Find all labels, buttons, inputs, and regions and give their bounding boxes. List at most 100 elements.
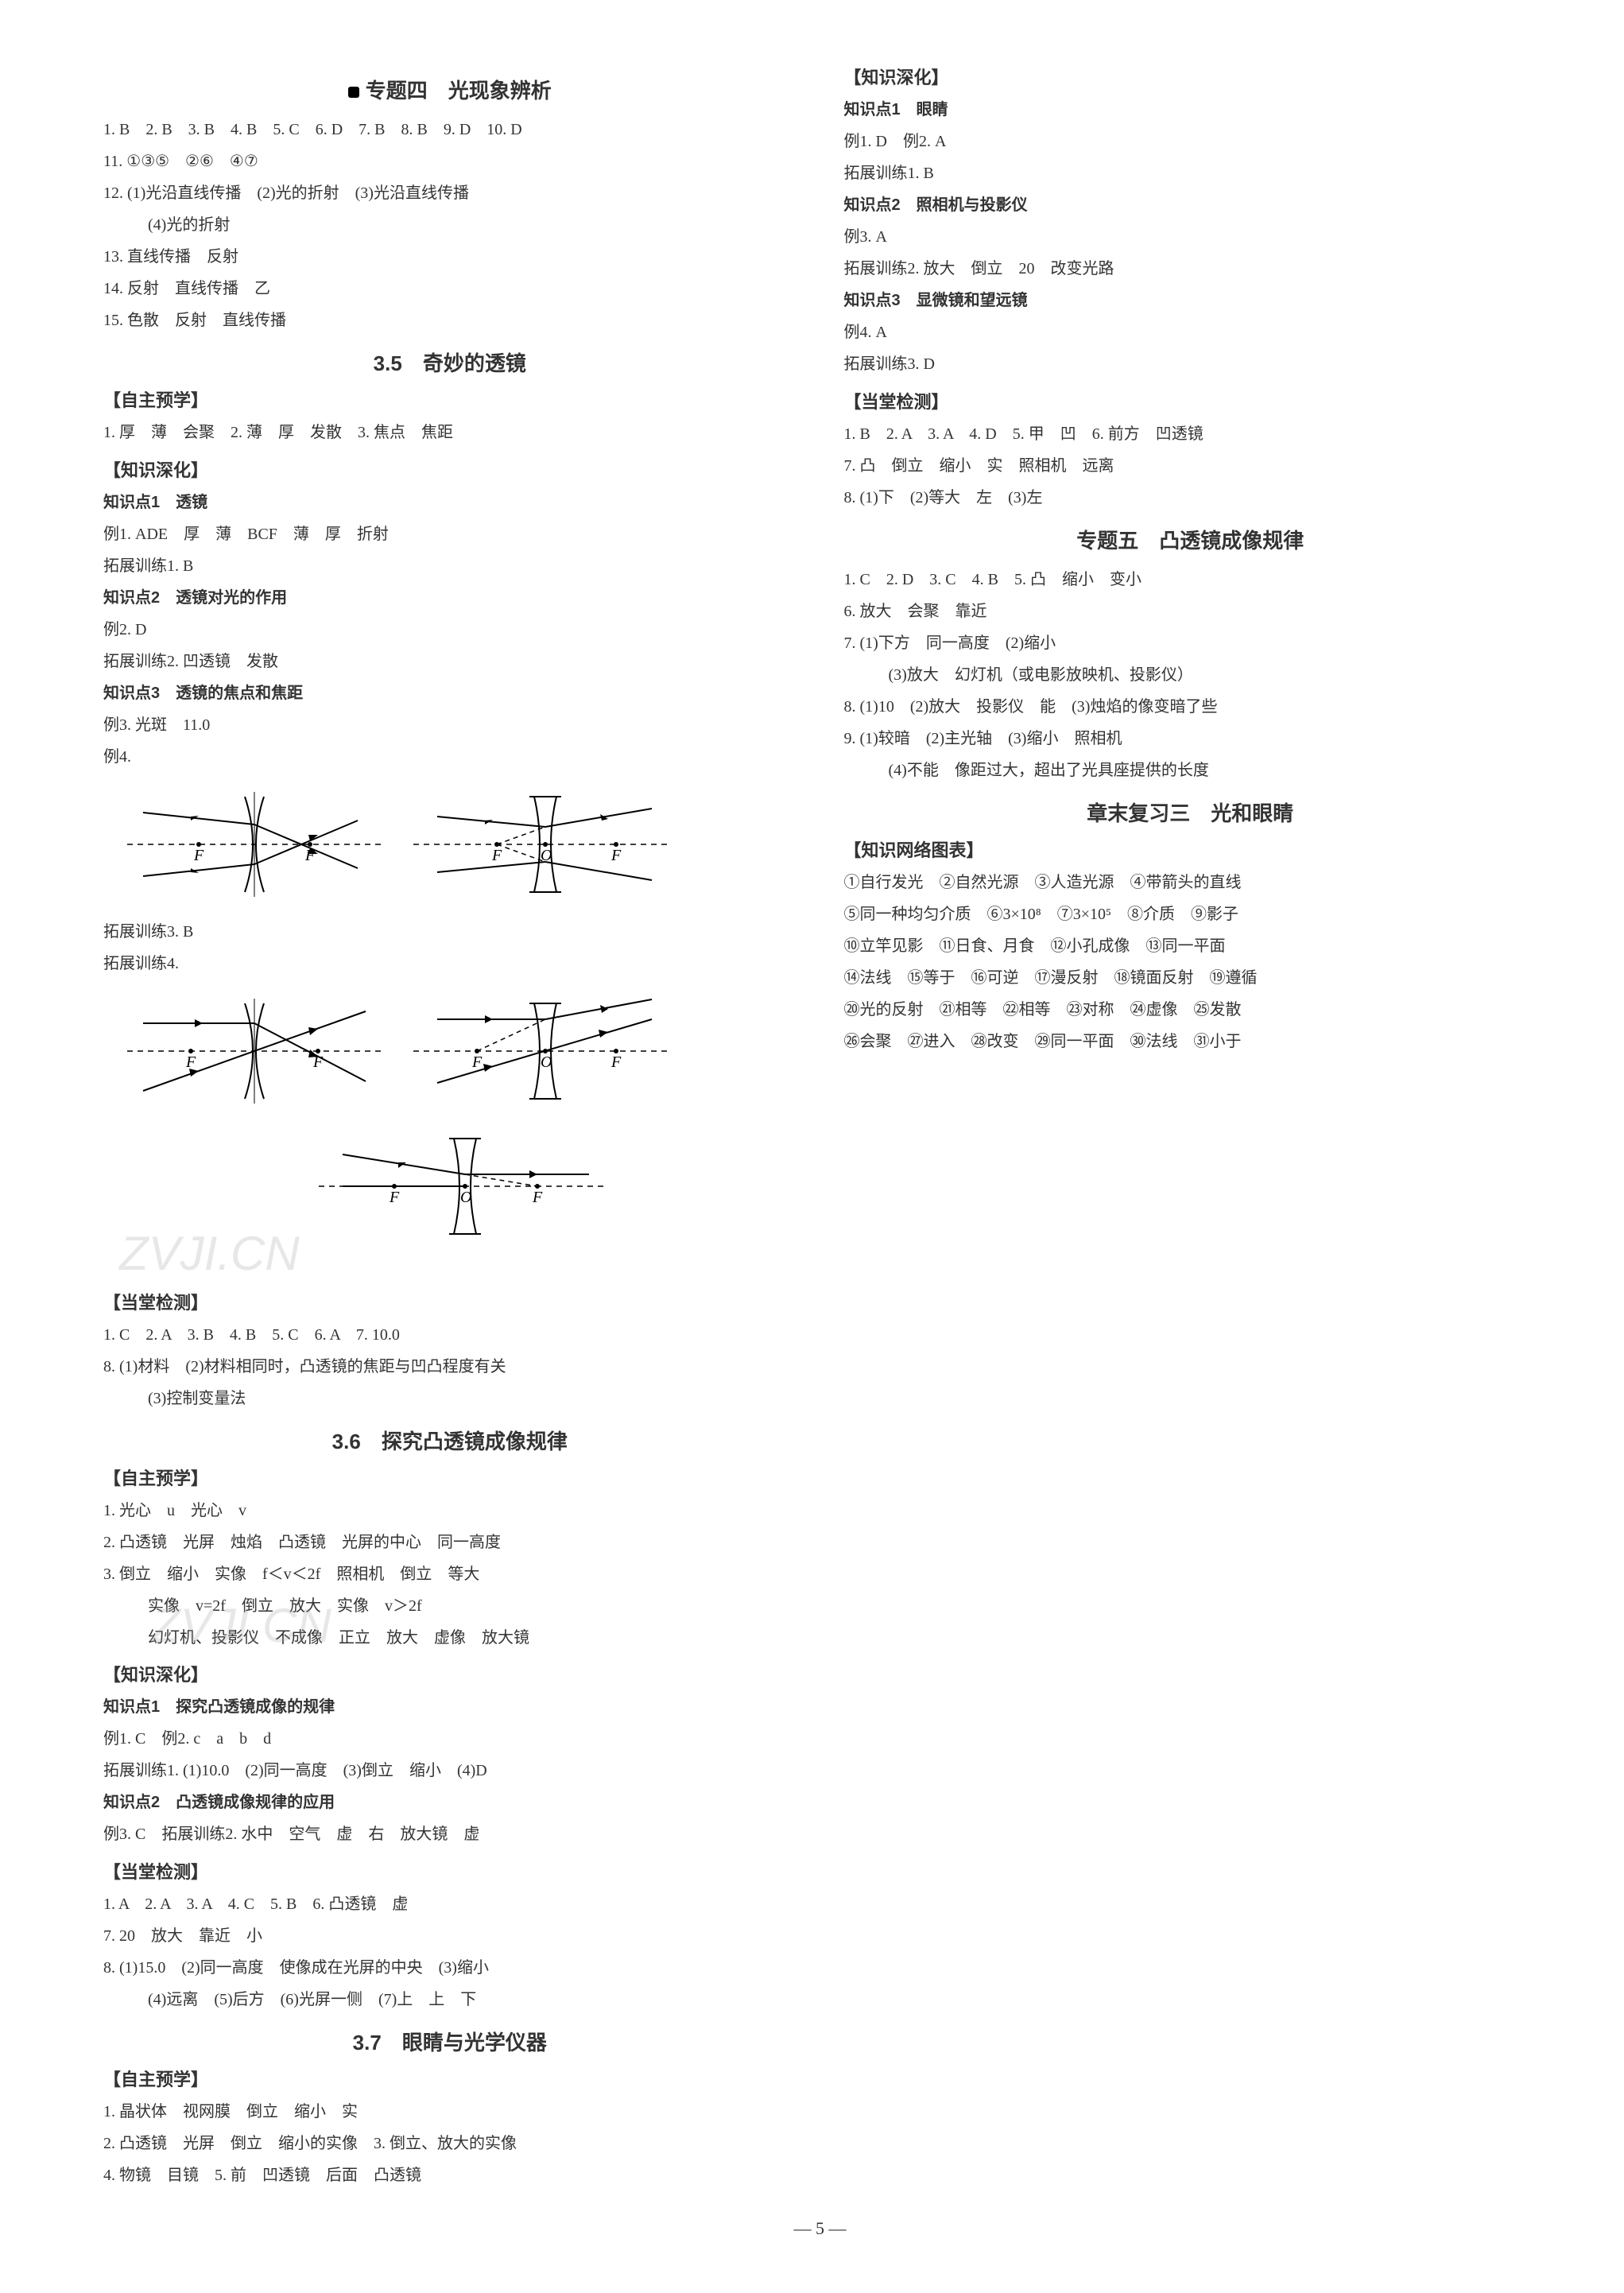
- convex-lens-diagram: F F: [127, 781, 382, 908]
- diagram-row-3: F O F: [127, 1123, 796, 1250]
- answer-line: ①自行发光 ②自然光源 ③人造光源 ④带箭头的直线: [844, 867, 1537, 898]
- answer-line: 12. (1)光沿直线传播 (2)光的折射 (3)光沿直线传播: [103, 177, 796, 209]
- answer-line: 1. B 2. A 3. A 4. D 5. 甲 凹 6. 前方 凹透镜: [844, 418, 1537, 450]
- svg-text:F: F: [532, 1189, 543, 1206]
- answer-line: 例1. ADE 厚 薄 BCF 薄 厚 折射: [103, 518, 796, 550]
- svg-text:F: F: [312, 1053, 324, 1071]
- answer-line: ⑩立竿见影 ⑪日食、月食 ⑫小孔成像 ⑬同一平面: [844, 930, 1537, 962]
- answer-line: (3)控制变量法: [103, 1383, 796, 1414]
- answer-line: 例1. C 例2. c a b d: [103, 1723, 796, 1755]
- answer-line: 例4.: [103, 741, 796, 773]
- section-3-5-title: 3.5 奇妙的透镜: [103, 347, 796, 377]
- knowledge-point: 知识点1 眼睛: [844, 94, 1537, 126]
- svg-text:F: F: [389, 1189, 400, 1206]
- answer-line: 实像 v=2f 倒立 放大 实像 v＞2f: [103, 1590, 796, 1622]
- subheading: 【自主预学】: [103, 386, 796, 412]
- svg-text:O: O: [541, 1053, 552, 1071]
- svg-text:F: F: [185, 1053, 196, 1071]
- page-number: — 5 —: [103, 2218, 1537, 2239]
- knowledge-point: 知识点2 照相机与投影仪: [844, 189, 1537, 221]
- chapter3-review-title: 章末复习三 光和眼睛: [844, 797, 1537, 827]
- convex-lens-diagram-2: F F: [127, 987, 382, 1115]
- answer-line: 8. (1)10 (2)放大 投影仪 能 (3)烛焰的像变暗了些: [844, 691, 1537, 723]
- answer-line: 1. C 2. D 3. C 4. B 5. 凸 缩小 变小: [844, 564, 1537, 596]
- answer-line: (4)远离 (5)后方 (6)光屏一侧 (7)上 上 下: [103, 1984, 796, 2016]
- answer-line: (4)不能 像距过大，超出了光具座提供的长度: [844, 755, 1537, 786]
- answer-line: 1. C 2. A 3. B 4. B 5. C 6. A 7. 10.0: [103, 1319, 796, 1351]
- answer-line: 拓展训练4.: [103, 948, 796, 980]
- answer-line: 幻灯机、投影仪 不成像 正立 放大 虚像 放大镜: [103, 1622, 796, 1654]
- diagram-row-2: F F F O F: [127, 987, 796, 1115]
- bullet-icon: [348, 87, 359, 98]
- answer-line: 例2. D: [103, 614, 796, 646]
- subheading: 【知识深化】: [844, 64, 1537, 89]
- answer-line: (4)光的折射: [103, 209, 796, 241]
- knowledge-point: 知识点3 显微镜和望远镜: [844, 285, 1537, 316]
- answer-line: 1. A 2. A 3. A 4. C 5. B 6. 凸透镜 虚: [103, 1888, 796, 1920]
- answer-line: ⑳光的反射 ㉑相等 ㉒相等 ㉓对称 ㉔虚像 ㉕发散: [844, 994, 1537, 1026]
- answer-line: 例4. A: [844, 316, 1537, 348]
- answer-line: 11. ①③⑤ ②⑥ ④⑦: [103, 145, 796, 177]
- subheading: 【自主预学】: [103, 2066, 796, 2091]
- svg-text:F: F: [193, 847, 204, 864]
- subheading: 【知识深化】: [103, 1661, 796, 1686]
- left-column: 专题四 光现象辨析 1. B 2. B 3. B 4. B 5. C 6. D …: [103, 75, 796, 1653]
- title-text: 专题四 光现象辨析: [366, 79, 552, 103]
- svg-text:F: F: [610, 847, 622, 864]
- answer-line: 1. 光心 u 光心 v: [103, 1495, 796, 1527]
- answer-line: 例1. D 例2. A: [844, 126, 1537, 157]
- knowledge-point: 知识点2 凸透镜成像规律的应用: [103, 1787, 796, 1818]
- svg-text:F: F: [304, 847, 316, 864]
- answer-line: 15. 色散 反射 直线传播: [103, 305, 796, 336]
- answer-line: 13. 直线传播 反射: [103, 241, 796, 273]
- answer-line: 1. B 2. B 3. B 4. B 5. C 6. D 7. B 8. B …: [103, 114, 796, 145]
- answer-line: 6. 放大 会聚 靠近: [844, 596, 1537, 627]
- section-3-7-title: 3.7 眼睛与光学仪器: [103, 2027, 796, 2056]
- answer-line: 3. 倒立 缩小 实像 f＜v＜2f 照相机 倒立 等大: [103, 1558, 796, 1590]
- answer-line: (3)放大 幻灯机（或电影放映机、投影仪）: [844, 659, 1537, 691]
- answer-line: 8. (1)15.0 (2)同一高度 使像成在光屏的中央 (3)缩小: [103, 1952, 796, 1984]
- answer-line: 拓展训练1. (1)10.0 (2)同一高度 (3)倒立 缩小 (4)D: [103, 1755, 796, 1787]
- answer-line: 7. (1)下方 同一高度 (2)缩小: [844, 627, 1537, 659]
- answer-line: ㉖会聚 ㉗进入 ㉘改变 ㉙同一平面 ㉚法线 ㉛小于: [844, 1026, 1537, 1057]
- answer-line: 拓展训练1. B: [103, 550, 796, 582]
- answer-line: 拓展训练1. B: [844, 157, 1537, 189]
- page-columns: 专题四 光现象辨析 1. B 2. B 3. B 4. B 5. C 6. D …: [103, 64, 1537, 2194]
- topic5-title: 专题五 凸透镜成像规律: [844, 525, 1537, 554]
- answer-line: 例3. C 拓展训练2. 水中 空气 虚 右 放大镜 虚: [103, 1818, 796, 1850]
- subheading: 【当堂检测】: [103, 1858, 796, 1884]
- section-3-6-title: 3.6 探究凸透镜成像规律: [103, 1426, 796, 1455]
- svg-text:O: O: [541, 847, 552, 864]
- topic4-title: 专题四 光现象辨析: [103, 75, 796, 104]
- answer-line: 拓展训练2. 放大 倒立 20 改变光路: [844, 253, 1537, 285]
- answer-line: 14. 反射 直线传播 乙: [103, 273, 796, 305]
- answer-line: 7. 20 放大 靠近 小: [103, 1920, 796, 1952]
- answer-line: ⑤同一种均匀介质 ⑥3×10⁸ ⑦3×10⁵ ⑧介质 ⑨影子: [844, 898, 1537, 930]
- answer-line: 1. 厚 薄 会聚 2. 薄 厚 发散 3. 焦点 焦距: [103, 417, 796, 448]
- concave-lens-diagram: F O F: [413, 781, 668, 908]
- answer-line: 8. (1)材料 (2)材料相同时，凸透镜的焦距与凹凸程度有关: [103, 1351, 796, 1383]
- knowledge-point: 知识点1 透镜: [103, 487, 796, 518]
- answer-line: 9. (1)较暗 (2)主光轴 (3)缩小 照相机: [844, 723, 1537, 755]
- answer-line: 拓展训练3. D: [844, 348, 1537, 380]
- diagram-row-1: F F F O F: [127, 781, 796, 908]
- answer-line: 1. 晶状体 视网膜 倒立 缩小 实: [103, 2096, 796, 2128]
- knowledge-point: 知识点3 透镜的焦点和焦距: [103, 677, 796, 709]
- answer-line: ⑭法线 ⑮等于 ⑯可逆 ⑰漫反射 ⑱镜面反射 ⑲遵循: [844, 962, 1537, 994]
- svg-text:F: F: [610, 1053, 622, 1071]
- answer-line: 例3. A: [844, 221, 1537, 253]
- subheading: 【当堂检测】: [844, 388, 1537, 413]
- answer-line: 2. 凸透镜 光屏 烛焰 凸透镜 光屏的中心 同一高度: [103, 1527, 796, 1558]
- answer-line: 拓展训练2. 凹透镜 发散: [103, 646, 796, 677]
- subheading: 【当堂检测】: [103, 1289, 796, 1314]
- answer-line: 4. 物镜 目镜 5. 前 凹透镜 后面 凸透镜: [103, 2159, 796, 2191]
- knowledge-point: 知识点2 透镜对光的作用: [103, 582, 796, 614]
- concave-lens-diagram-3: F O F: [319, 1123, 605, 1250]
- answer-line: 2. 凸透镜 光屏 倒立 缩小的实像 3. 倒立、放大的实像: [103, 2128, 796, 2159]
- answer-line: 7. 凸 倒立 缩小 实 照相机 远离: [844, 450, 1537, 482]
- subheading: 【知识深化】: [103, 456, 796, 482]
- answer-line: 拓展训练3. B: [103, 916, 796, 948]
- svg-text:O: O: [460, 1189, 471, 1206]
- svg-text:F: F: [491, 847, 502, 864]
- subheading: 【知识网络图表】: [844, 836, 1537, 862]
